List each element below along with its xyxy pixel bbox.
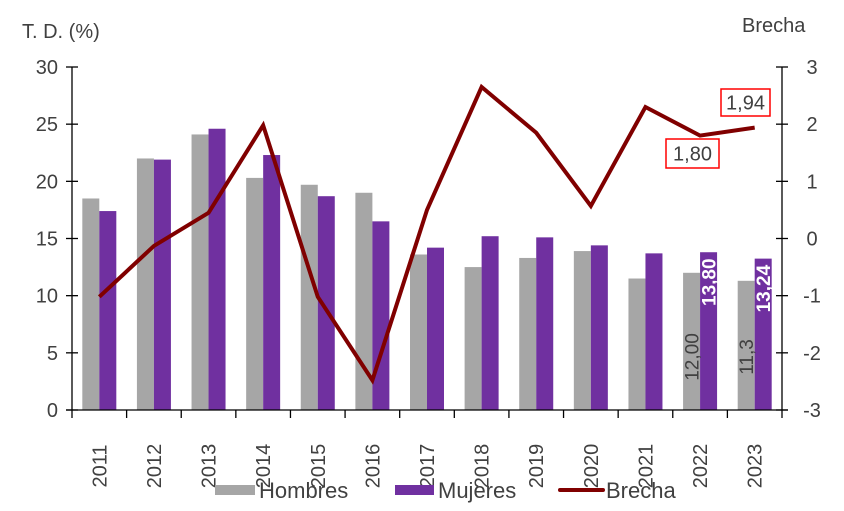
axes-group: 0 5 10 15 20 25 30 -3 -2 -1 0 1 2 3 [36,57,821,422]
x-tick-label: 2018 [472,444,494,489]
right-tick-label: 0 [806,229,817,251]
bar-mujeres-2019 [536,237,554,410]
x-tick-label: 2015 [308,444,330,489]
legend-item-hombres: Hombres [215,478,348,503]
x-tick-label: 2016 [362,444,384,489]
bar-hombres-2015 [300,184,318,410]
x-tick-label: 2021 [635,444,657,489]
x-tick-label: 2020 [581,444,603,489]
brecha-line [97,83,755,385]
bar-mujeres-2023 [754,258,772,410]
bar-hombres-2022 [683,272,701,410]
bar-hombres-2023 [737,280,755,410]
bar-hombres-2019 [519,257,537,410]
legend-label-mujeres: Mujeres [438,478,516,503]
legend-label-hombres: Hombres [259,478,348,503]
bar-mujeres-2014 [263,155,281,410]
left-tick-label: 25 [36,114,58,136]
brecha-label-box [665,138,720,169]
x-tick-label: 2017 [417,444,439,489]
bar-hombres-2018 [464,267,482,410]
x-tick-label: 2011 [89,444,111,487]
x-tick-label: 2019 [526,444,548,489]
data-labels-group: 12,00 13,80 11,3 13,24 1,80 1,94 [665,88,775,381]
left-tick-label: 5 [47,343,58,365]
right-tick-label: -1 [803,286,821,308]
bar-mujeres-2016 [372,221,390,410]
left-axis-title: T. D. (%) [22,21,100,43]
right-tick-label: 1 [806,171,817,193]
x-axis-labels: 2011 2012 2013 2014 2015 2016 2017 2018 2019 2020… [89,444,766,489]
brecha-label-box [720,88,771,117]
x-tick-label: 2012 [144,444,166,489]
x-tick-label: 2014 [253,444,275,489]
x-tick-label: 2013 [199,444,221,489]
bar-hombres-2021 [628,278,646,410]
x-tick-label: 2022 [690,444,712,489]
right-tick-label: 3 [806,57,817,79]
brecha-line-group [97,83,755,385]
brecha-data-label: 1,94 [726,93,765,115]
bar-hombres-2020 [573,251,591,410]
bar-mujeres-2015 [317,196,335,410]
bar-mujeres-2020 [590,245,608,410]
left-tick-label: 10 [36,286,58,308]
bar-mujeres-2013 [208,128,226,411]
bar-mujeres-2018 [481,236,499,410]
legend-label-brecha: Brecha [606,478,676,503]
right-tick-label: 2 [806,114,817,136]
bar-data-label: 12,00 [683,333,704,381]
bar-data-label: 11,3 [737,339,758,375]
bar-mujeres-2022 [700,252,718,410]
legend-swatch-hombres [215,485,255,495]
left-tick-label: 15 [36,229,58,251]
right-tick-label: -2 [803,343,821,365]
bar-mujeres-2017 [427,247,444,410]
bar-series-group [82,128,772,411]
legend-swatch-mujeres [395,485,434,495]
x-tick-label: 2023 [745,444,767,489]
right-axis-title: Brecha [742,15,806,37]
bar-mujeres-2011 [99,211,117,410]
left-tick-label: 30 [36,57,58,79]
legend: Hombres Mujeres Brecha [215,478,676,503]
left-tick-label: 0 [47,400,58,422]
bar-hombres-2016 [355,192,373,410]
bar-mujeres-2021 [645,253,663,410]
left-tick-label: 20 [36,171,58,193]
brecha-data-label: 1,80 [673,144,712,166]
bar-mujeres-2012 [153,159,171,410]
bar-hombres-2017 [410,254,427,410]
bar-hombres-2011 [82,198,100,410]
legend-item-brecha: Brecha [558,478,676,503]
bar-hombres-2013 [191,134,209,410]
legend-item-mujeres: Mujeres [395,478,516,503]
bar-hombres-2012 [136,158,154,410]
bar-data-label: 13,24 [754,264,775,312]
right-tick-label: -3 [803,400,821,422]
bar-data-label: 13,80 [700,258,721,306]
bar-hombres-2014 [246,177,264,410]
